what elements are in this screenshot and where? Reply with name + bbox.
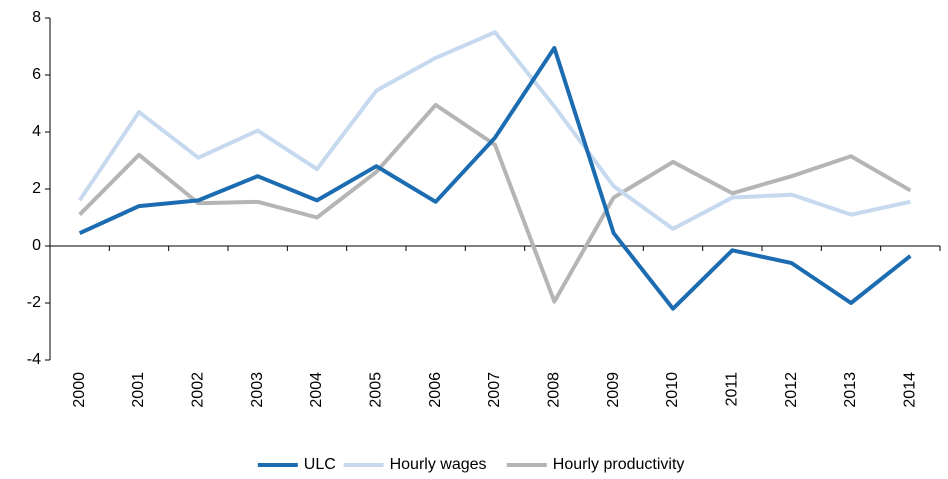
x-tick-label: 2003 [249, 372, 266, 408]
x-tick-label: 2013 [842, 372, 859, 408]
x-tick-label: 2012 [783, 372, 800, 408]
x-tick-label: 2009 [605, 372, 622, 408]
legend-label: ULC [304, 456, 336, 473]
x-tick-label: 2001 [130, 372, 147, 408]
y-tick-label: 8 [32, 9, 41, 26]
x-tick-label: 2014 [902, 372, 919, 408]
x-tick-label: 2004 [308, 372, 325, 408]
line-series [78, 45, 912, 311]
y-tick-label: 0 [32, 237, 41, 254]
x-tick-label: 2007 [486, 372, 503, 408]
x-tick-label: 2005 [368, 372, 385, 408]
x-tick-label: 2002 [190, 372, 207, 408]
y-tick-label: 6 [32, 66, 41, 83]
y-tick-label: 4 [32, 123, 41, 140]
x-tick-label: 2000 [71, 372, 88, 408]
x-tick-label: 2011 [724, 372, 741, 407]
y-tick-label: -4 [27, 351, 41, 368]
line-series [78, 30, 911, 231]
x-tick-label: 2010 [664, 372, 681, 408]
x-tick-label: 2008 [546, 372, 563, 408]
y-tick-label: -2 [27, 294, 41, 311]
x-tick-label: 2006 [427, 372, 444, 408]
legend-label: Hourly productivity [553, 456, 685, 473]
y-tick-label: 2 [32, 180, 41, 197]
legend-label: Hourly wages [390, 456, 487, 473]
line-series [78, 102, 912, 304]
